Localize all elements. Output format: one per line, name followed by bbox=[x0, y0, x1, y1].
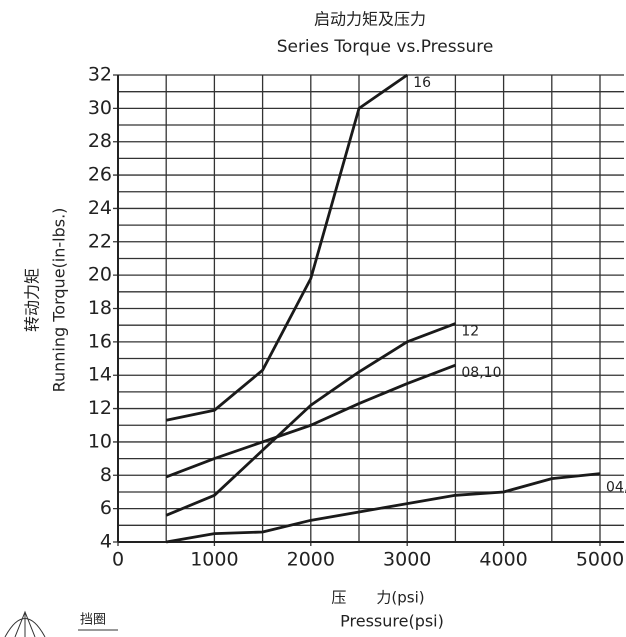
series-line bbox=[165, 73, 408, 422]
x-axis-label: 压 力(psi) bbox=[331, 589, 424, 607]
y-tick-label: 6 bbox=[100, 497, 112, 519]
y-tick-label: 30 bbox=[88, 97, 112, 119]
chart-subtitle: Series Torque vs.Pressure bbox=[277, 37, 494, 57]
series-label: 12 bbox=[461, 324, 479, 340]
annotation: 挡圈 bbox=[80, 613, 106, 628]
y-tick-label: 20 bbox=[88, 264, 112, 286]
y-tick-label: 4 bbox=[100, 531, 112, 553]
y-tick-label: 28 bbox=[88, 130, 112, 152]
y-tick-label: 32 bbox=[88, 64, 112, 86]
y-tick-label: 10 bbox=[88, 430, 112, 452]
y-tick-label: 24 bbox=[88, 197, 112, 219]
icon bbox=[4, 610, 46, 637]
y-tick-label: 14 bbox=[88, 364, 112, 386]
x-tick-label: 5000 bbox=[576, 549, 624, 571]
series-line bbox=[165, 322, 456, 517]
series-label: 16 bbox=[413, 75, 431, 91]
x-axis-label-en: Pressure(psi) bbox=[340, 612, 444, 631]
y-axis-label: 转动力矩 bbox=[23, 268, 42, 332]
series-line bbox=[165, 363, 456, 479]
x-tick-label: 3000 bbox=[383, 549, 431, 571]
series-label: 04,06 bbox=[606, 480, 626, 496]
y-tick-label: 22 bbox=[88, 230, 112, 252]
y-tick-label: 16 bbox=[88, 330, 112, 352]
y-tick-label: 12 bbox=[88, 397, 112, 419]
series-label: 08,10 bbox=[461, 365, 501, 381]
x-tick-label: 0 bbox=[112, 549, 124, 571]
y-tick-label: 26 bbox=[88, 164, 112, 186]
series-line bbox=[165, 472, 601, 544]
x-tick-label: 4000 bbox=[479, 549, 527, 571]
x-tick-label: 2000 bbox=[287, 549, 335, 571]
x-tick-label: 1000 bbox=[190, 549, 238, 571]
y-axis-label-en: Running Torque(in-lbs.) bbox=[50, 208, 69, 393]
chart-title: 启动力矩及压力 bbox=[314, 10, 426, 29]
y-tick-label: 8 bbox=[100, 464, 112, 486]
y-tick-label: 18 bbox=[88, 297, 112, 319]
